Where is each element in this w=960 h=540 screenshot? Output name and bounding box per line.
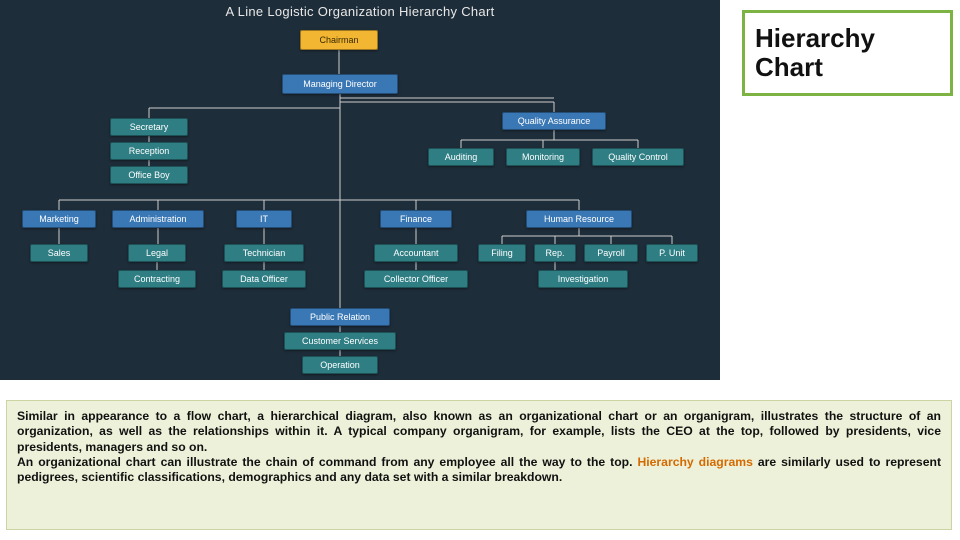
node-dataofficer: Data Officer bbox=[222, 270, 306, 288]
node-qc: Quality Control bbox=[592, 148, 684, 166]
node-officeboy: Office Boy bbox=[110, 166, 188, 184]
node-finance: Finance bbox=[380, 210, 452, 228]
node-qa: Quality Assurance bbox=[502, 112, 606, 130]
node-cs: Customer Services bbox=[284, 332, 396, 350]
description-highlight: Hierarchy diagrams bbox=[637, 455, 752, 469]
node-contracting: Contracting bbox=[118, 270, 196, 288]
description-para2a: An organizational chart can illustrate t… bbox=[17, 455, 637, 469]
node-monitoring: Monitoring bbox=[506, 148, 580, 166]
node-auditing: Auditing bbox=[428, 148, 494, 166]
node-punit: P. Unit bbox=[646, 244, 698, 262]
description-box: Similar in appearance to a flow chart, a… bbox=[6, 400, 952, 530]
node-hr: Human Resource bbox=[526, 210, 632, 228]
node-it: IT bbox=[236, 210, 292, 228]
node-sales: Sales bbox=[30, 244, 88, 262]
node-reception: Reception bbox=[110, 142, 188, 160]
node-technician: Technician bbox=[224, 244, 304, 262]
slide: A Line Logistic Organization Hierarchy C… bbox=[0, 0, 960, 540]
node-pr: Public Relation bbox=[290, 308, 390, 326]
org-chart-panel: A Line Logistic Organization Hierarchy C… bbox=[0, 0, 720, 380]
node-md: Managing Director bbox=[282, 74, 398, 94]
node-chairman: Chairman bbox=[300, 30, 378, 50]
node-rep: Rep. bbox=[534, 244, 576, 262]
heading-box: Hierarchy Chart bbox=[742, 10, 953, 96]
node-investigation: Investigation bbox=[538, 270, 628, 288]
node-marketing: Marketing bbox=[22, 210, 96, 228]
chart-title: A Line Logistic Organization Hierarchy C… bbox=[0, 4, 720, 19]
node-collector: Collector Officer bbox=[364, 270, 468, 288]
node-secretary: Secretary bbox=[110, 118, 188, 136]
node-admin: Administration bbox=[112, 210, 204, 228]
node-op: Operation bbox=[302, 356, 378, 374]
node-legal: Legal bbox=[128, 244, 186, 262]
node-filing: Filing bbox=[478, 244, 526, 262]
description-para1: Similar in appearance to a flow chart, a… bbox=[17, 409, 941, 454]
node-accountant: Accountant bbox=[374, 244, 458, 262]
heading-text: Hierarchy Chart bbox=[745, 24, 950, 81]
node-payroll: Payroll bbox=[584, 244, 638, 262]
